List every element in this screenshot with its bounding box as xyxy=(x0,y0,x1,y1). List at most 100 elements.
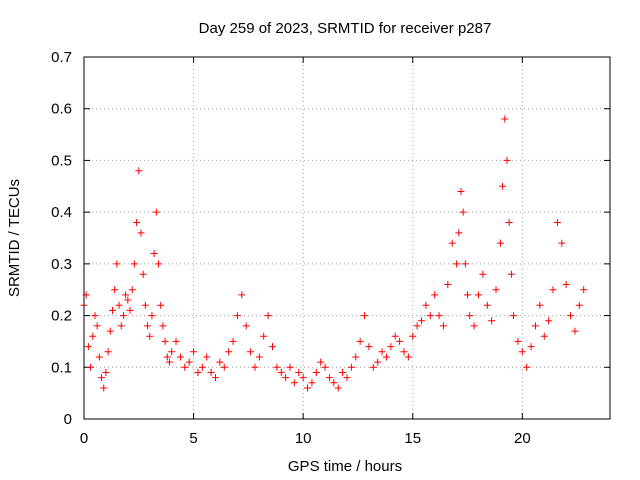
data-point xyxy=(141,301,149,309)
x-tick-label: 0 xyxy=(80,430,88,447)
data-point xyxy=(308,379,316,387)
data-point xyxy=(282,374,290,382)
data-point xyxy=(168,348,176,356)
data-point xyxy=(507,270,515,278)
data-point xyxy=(181,363,189,371)
x-tick-label: 15 xyxy=(404,430,421,447)
data-point xyxy=(260,332,268,340)
data-point xyxy=(518,348,526,356)
plot-frame xyxy=(83,56,611,420)
data-point xyxy=(290,379,298,387)
data-point xyxy=(159,322,167,330)
data-point xyxy=(466,312,474,320)
data-point xyxy=(111,286,119,294)
data-point xyxy=(453,260,461,268)
data-point xyxy=(137,229,145,237)
data-point xyxy=(130,260,138,268)
data-point xyxy=(523,363,531,371)
data-point xyxy=(448,239,456,247)
data-point xyxy=(404,353,412,361)
data-point xyxy=(455,229,463,237)
data-point xyxy=(216,358,224,366)
data-point xyxy=(124,296,132,304)
data-point xyxy=(163,353,171,361)
data-point xyxy=(139,270,147,278)
y-tick-label: 0.3 xyxy=(51,256,72,273)
data-point xyxy=(553,218,561,226)
data-point xyxy=(98,374,106,382)
data-point xyxy=(339,368,347,376)
grid xyxy=(84,57,610,419)
data-point xyxy=(426,312,434,320)
data-point xyxy=(356,337,364,345)
data-point xyxy=(190,348,198,356)
data-point xyxy=(558,239,566,247)
data-point xyxy=(84,343,92,351)
data-point xyxy=(374,358,382,366)
data-point xyxy=(122,291,130,299)
data-point xyxy=(501,115,509,123)
data-point xyxy=(268,343,276,351)
data-point xyxy=(198,363,206,371)
data-point xyxy=(286,363,294,371)
data-point xyxy=(387,343,395,351)
data-point xyxy=(549,286,557,294)
data-point xyxy=(106,327,114,335)
data-point xyxy=(378,348,386,356)
data-point xyxy=(203,353,211,361)
data-point xyxy=(396,337,404,345)
chart-title: Day 259 of 2023, SRMTID for receiver p28… xyxy=(199,20,492,37)
data-point xyxy=(499,182,507,190)
data-point xyxy=(418,317,426,325)
data-point xyxy=(409,332,417,340)
data-point xyxy=(439,322,447,330)
data-point xyxy=(492,286,500,294)
data-point xyxy=(148,312,156,320)
y-tick-label: 0.2 xyxy=(51,308,72,325)
data-point xyxy=(483,301,491,309)
data-point xyxy=(330,379,338,387)
data-point xyxy=(312,368,320,376)
data-point xyxy=(580,286,588,294)
data-point xyxy=(194,368,202,376)
data-point xyxy=(503,156,511,164)
data-point xyxy=(413,322,421,330)
data-points xyxy=(80,115,588,392)
y-tick-label: 0.4 xyxy=(51,204,72,221)
data-point xyxy=(212,374,219,382)
data-point xyxy=(343,374,351,382)
data-point xyxy=(95,353,103,361)
data-point xyxy=(295,368,303,376)
data-point xyxy=(172,337,180,345)
x-tick-label: 10 xyxy=(295,430,312,447)
y-tick-label: 0.1 xyxy=(51,359,72,376)
data-point xyxy=(391,332,399,340)
data-point xyxy=(479,270,487,278)
data-point xyxy=(422,301,430,309)
data-point xyxy=(304,384,312,392)
data-point xyxy=(255,353,263,361)
y-tick-label: 0.7 xyxy=(51,49,72,66)
data-point xyxy=(457,187,465,195)
data-point xyxy=(126,306,134,314)
data-point xyxy=(100,384,108,392)
data-point xyxy=(225,348,233,356)
data-point xyxy=(247,348,255,356)
data-point xyxy=(207,368,215,376)
data-point xyxy=(146,332,154,340)
data-point xyxy=(91,312,99,320)
data-point xyxy=(575,301,583,309)
data-point xyxy=(117,322,125,330)
data-point xyxy=(567,312,575,320)
data-point xyxy=(514,337,522,345)
data-point xyxy=(264,312,272,320)
data-point xyxy=(545,317,553,325)
x-axis-label: GPS time / hours xyxy=(288,458,402,475)
data-point xyxy=(562,281,570,289)
data-point xyxy=(510,312,518,320)
data-point xyxy=(369,363,377,371)
data-point xyxy=(365,343,373,351)
data-point xyxy=(185,358,193,366)
data-point xyxy=(93,322,101,330)
